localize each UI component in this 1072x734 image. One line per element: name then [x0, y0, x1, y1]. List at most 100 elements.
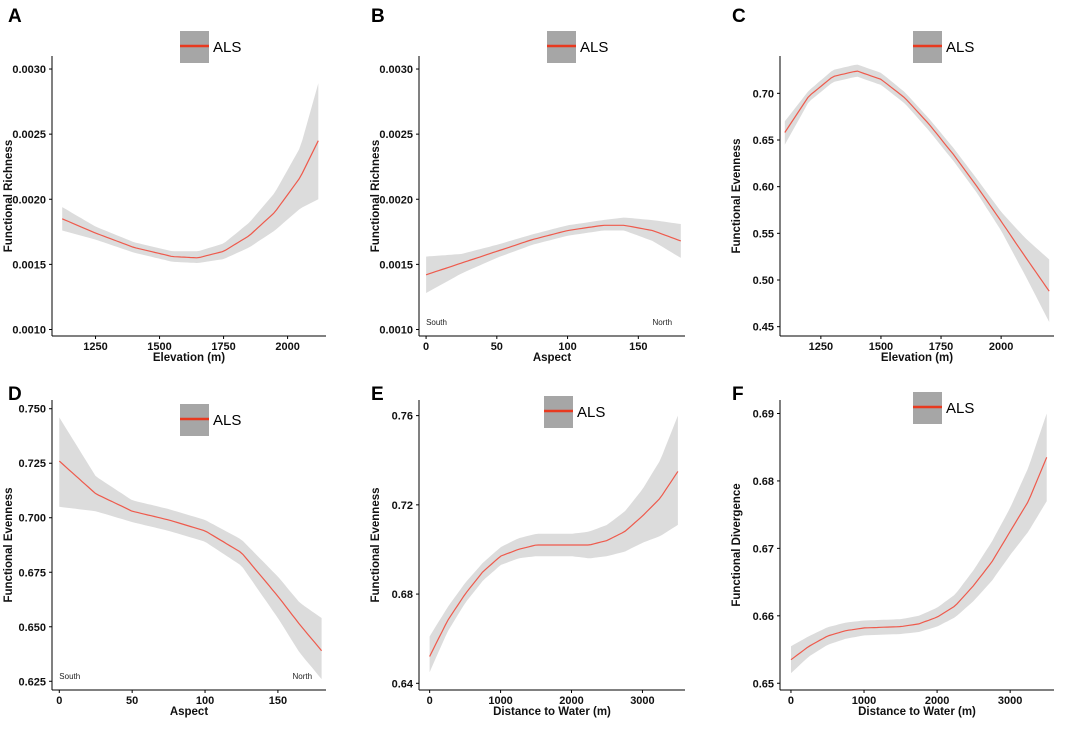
panel-a: A 0.0010 0.0015 0.0020 0.0025 0.0030 1250 1500 1…: [3, 6, 326, 364]
x-tick-label: 3000: [630, 695, 654, 707]
x-tick-label: 50: [491, 341, 503, 353]
confidence-band: [62, 83, 319, 263]
y-tick-label: 0.50: [753, 275, 774, 287]
confidence-band: [59, 417, 322, 680]
x-tick-label: 150: [629, 341, 647, 353]
y-tick-label: 0.700: [18, 513, 46, 525]
panel-label: D: [8, 384, 22, 405]
y-tick-label: 0.45: [753, 322, 774, 334]
y-tick-label: 0.0015: [379, 259, 413, 271]
confidence-band: [784, 64, 1050, 322]
y-axis-label: Functional Evenness: [3, 487, 15, 602]
x-tick-label: 1500: [869, 341, 893, 353]
panel-b: B 0.0010 0.0015 0.0020 0.0025 0.0030 0 50 100 150…: [370, 6, 685, 364]
x-tick-label: 1750: [211, 341, 235, 353]
x-axis-label: Elevation (m): [881, 352, 953, 364]
y-tick-label: 0.675: [18, 567, 46, 579]
y-axis-label: Functional Richness: [3, 140, 15, 252]
annotation-south: South: [426, 318, 447, 327]
y-tick-label: 0.0020: [379, 194, 413, 206]
legend: ALS: [544, 396, 605, 428]
annotation-north: North: [652, 318, 672, 327]
panel-label: B: [371, 6, 385, 27]
y-tick-label: 0.76: [392, 411, 413, 423]
y-tick-label: 0.0030: [379, 64, 413, 76]
y-tick-label: 0.64: [392, 678, 414, 690]
x-tick-label: 0: [427, 695, 433, 707]
confidence-band: [426, 217, 681, 293]
x-tick-label: 1500: [147, 341, 171, 353]
y-tick-label: 0.55: [753, 228, 774, 240]
y-tick-label: 0.750: [18, 404, 46, 416]
y-tick-label: 0.0010: [379, 324, 413, 336]
x-tick-label: 0: [423, 341, 429, 353]
y-tick-label: 0.69: [753, 408, 774, 420]
legend-label-als: ALS: [946, 39, 974, 56]
y-tick-label: 0.0030: [12, 64, 46, 76]
x-tick-label: 1000: [488, 695, 512, 707]
x-tick-label: 2000: [925, 695, 949, 707]
x-tick-label: 0: [56, 695, 62, 707]
y-tick-label: 0.0010: [12, 324, 46, 336]
series-line-als: [425, 224, 681, 276]
x-tick-label: 3000: [998, 695, 1022, 707]
legend-label-als: ALS: [946, 400, 974, 417]
legend: ALS: [913, 392, 974, 424]
panel-label: E: [371, 384, 384, 405]
x-axis-label: Distance to Water (m): [493, 706, 611, 718]
x-tick-label: 0: [788, 695, 794, 707]
y-axis-label: Functional Evenness: [370, 487, 382, 602]
x-tick-label: 2000: [989, 341, 1013, 353]
y-tick-label: 0.68: [392, 589, 413, 601]
legend: ALS: [180, 404, 241, 436]
y-tick-label: 0.72: [392, 500, 413, 512]
panel-d: D 0.625 0.650 0.675 0.700 0.725 0.750 0 50 100 150…: [3, 384, 326, 718]
y-axis-label: Functional Evenness: [731, 138, 743, 253]
panel-label: F: [732, 384, 744, 405]
panel-f: F 0.65 0.66 0.67 0.68 0.69 0 1000 2000 3000 Distan…: [731, 384, 1054, 718]
y-axis-label: Functional Richness: [370, 140, 382, 252]
legend-label-als: ALS: [213, 412, 241, 429]
y-tick-label: 0.625: [18, 676, 46, 688]
legend: ALS: [913, 31, 974, 63]
y-tick-label: 0.67: [753, 543, 774, 555]
x-tick-label: 1250: [809, 341, 833, 353]
x-tick-label: 1250: [83, 341, 107, 353]
confidence-band: [429, 415, 678, 673]
y-tick-label: 0.66: [753, 611, 774, 623]
y-tick-label: 0.0025: [379, 129, 413, 141]
x-tick-label: 100: [558, 341, 576, 353]
panel-label: C: [732, 6, 746, 27]
x-tick-label: 50: [126, 695, 138, 707]
series-line-als: [784, 70, 1050, 292]
y-tick-label: 0.65: [753, 678, 774, 690]
x-axis-label: Distance to Water (m): [858, 706, 976, 718]
x-axis-label: Elevation (m): [153, 352, 225, 364]
y-tick-label: 0.60: [753, 182, 774, 194]
panel-label: A: [8, 6, 22, 27]
x-tick-label: 150: [269, 695, 287, 707]
series-line-als: [58, 460, 323, 652]
confidence-band: [791, 413, 1047, 674]
legend: ALS: [180, 31, 241, 63]
annotation-north: North: [292, 672, 312, 681]
x-axis-label: Aspect: [170, 706, 209, 718]
x-tick-label: 2000: [559, 695, 583, 707]
y-tick-label: 0.650: [18, 622, 46, 634]
y-tick-label: 0.68: [753, 476, 774, 488]
y-tick-label: 0.65: [753, 135, 774, 147]
legend-label-als: ALS: [577, 404, 605, 421]
x-tick-label: 1000: [852, 695, 876, 707]
legend-label-als: ALS: [213, 39, 241, 56]
panel-c: C 0.45 0.50 0.55 0.60 0.65 0.70 1250 1500 1750 200…: [731, 6, 1054, 364]
panel-e: E 0.64 0.68 0.72 0.76 0 1000 2000 3000 Distance t…: [370, 384, 685, 718]
x-tick-label: 1750: [929, 341, 953, 353]
legend-label-als: ALS: [580, 39, 608, 56]
y-tick-label: 0.0020: [12, 194, 46, 206]
x-tick-label: 100: [196, 695, 214, 707]
y-tick-label: 0.0015: [12, 259, 46, 271]
legend: ALS: [547, 31, 608, 63]
y-tick-label: 0.0025: [12, 129, 46, 141]
y-axis-label: Functional Divergence: [731, 483, 743, 606]
